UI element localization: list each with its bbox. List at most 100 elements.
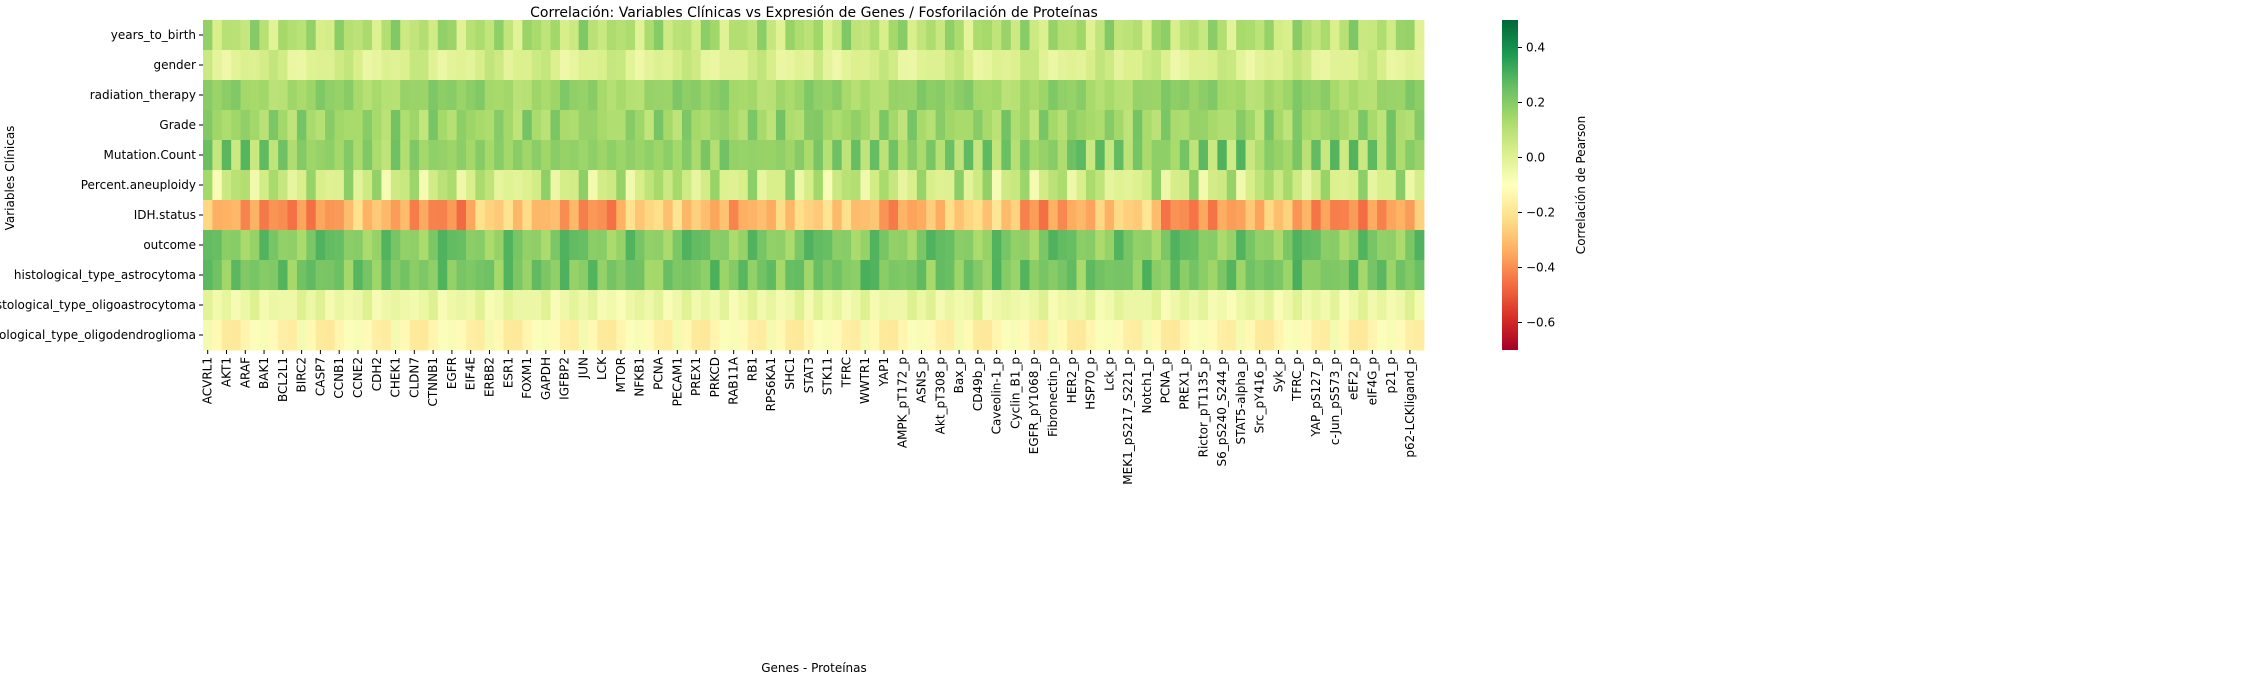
heatmap-cell	[268, 230, 279, 261]
heatmap-cell	[879, 80, 890, 111]
heatmap-cell	[1142, 140, 1153, 171]
heatmap-cell	[569, 140, 580, 171]
heatmap-cell	[710, 170, 720, 201]
heatmap-cell	[851, 20, 861, 51]
heatmap-cell	[644, 290, 655, 321]
heatmap-cell	[541, 170, 551, 201]
heatmap-cell	[926, 50, 936, 81]
heatmap-cell	[728, 320, 739, 351]
heatmap-cell	[916, 200, 927, 231]
heatmap-cell	[691, 20, 702, 51]
heatmap-cell	[804, 170, 814, 201]
heatmap-cell	[1283, 230, 1293, 261]
heatmap-cell	[1273, 140, 1284, 171]
heatmap-cell	[1048, 260, 1059, 291]
heatmap-cell	[1067, 230, 1077, 261]
x-tick-label: TFRC	[839, 357, 853, 388]
heatmap-cell	[944, 200, 955, 231]
heatmap-cell	[372, 290, 382, 321]
heatmap-cell	[1254, 230, 1265, 261]
heatmap-cell	[203, 200, 213, 231]
heatmap-cell	[653, 170, 664, 201]
heatmap-cell	[221, 200, 232, 231]
heatmap-cell	[907, 80, 918, 111]
heatmap-cell	[672, 20, 683, 51]
x-tick-label: STK11	[821, 357, 835, 395]
heatmap-cell	[766, 260, 777, 291]
heatmap-cell	[1104, 320, 1115, 351]
heatmap-cell	[1132, 110, 1143, 141]
heatmap-cell	[1104, 140, 1115, 171]
heatmap-cell	[390, 20, 401, 51]
heatmap-cell	[1001, 230, 1012, 261]
heatmap-cell	[1010, 320, 1021, 351]
heatmap-cell	[484, 320, 495, 351]
heatmap-cell	[1207, 230, 1218, 261]
heatmap-cell	[738, 20, 749, 51]
heatmap-cell	[1067, 80, 1077, 111]
heatmap-cell	[954, 140, 965, 171]
heatmap-cell	[879, 170, 890, 201]
heatmap-cell	[569, 290, 580, 321]
heatmap-cell	[559, 170, 570, 201]
heatmap-cell	[212, 320, 223, 351]
heatmap-cell	[973, 320, 983, 351]
heatmap-cell	[437, 200, 448, 231]
heatmap-cell	[757, 140, 767, 171]
heatmap-cell	[437, 320, 448, 351]
heatmap-cell	[1038, 140, 1049, 171]
heatmap-cell	[747, 320, 758, 351]
heatmap-cell	[1029, 170, 1040, 201]
heatmap-cell	[550, 320, 561, 351]
heatmap-cell	[879, 50, 890, 81]
heatmap-cell	[1283, 110, 1293, 141]
heatmap-cell	[775, 290, 786, 321]
heatmap-cell	[1273, 80, 1284, 111]
x-tick-label: Lck_p	[1102, 357, 1116, 391]
heatmap-cell	[1104, 50, 1115, 81]
heatmap-cell	[1020, 80, 1030, 111]
heatmap-cell	[926, 290, 936, 321]
heatmap-cell	[1067, 260, 1077, 291]
heatmap-cell	[1207, 320, 1218, 351]
heatmap-cell	[851, 80, 861, 111]
heatmap-cell	[775, 260, 786, 291]
heatmap-cell	[484, 290, 495, 321]
heatmap-cell	[1095, 230, 1106, 261]
heatmap-cell	[1367, 320, 1378, 351]
heatmap-cell	[1245, 230, 1256, 261]
heatmap-cell	[1095, 260, 1106, 291]
heatmap-cell	[296, 80, 307, 111]
heatmap-cell	[1207, 140, 1218, 171]
heatmap-cell	[343, 50, 354, 81]
heatmap-cell	[616, 140, 627, 171]
heatmap-cell	[804, 200, 814, 231]
heatmap-cell	[315, 170, 326, 201]
heatmap-cell	[212, 80, 223, 111]
heatmap-cell	[428, 200, 439, 231]
heatmap-cell	[944, 50, 955, 81]
heatmap-cell	[456, 320, 467, 351]
heatmap-cell	[794, 200, 805, 231]
heatmap-cell	[1330, 20, 1340, 51]
heatmap-cell	[1198, 230, 1209, 261]
heatmap-cell	[400, 80, 411, 111]
heatmap-cell	[794, 290, 805, 321]
heatmap-cell	[775, 200, 786, 231]
heatmap-cell	[719, 320, 730, 351]
heatmap-cell	[757, 230, 767, 261]
heatmap-cell	[390, 260, 401, 291]
heatmap-cell	[1254, 260, 1265, 291]
heatmap-cell	[1142, 230, 1153, 261]
heatmap-cell	[1217, 110, 1228, 141]
heatmap-cell	[691, 200, 702, 231]
heatmap-cell	[775, 140, 786, 171]
heatmap-cell	[1189, 260, 1199, 291]
heatmap-cell	[775, 50, 786, 81]
heatmap-cell	[738, 110, 749, 141]
y-tick-label: years_to_birth	[111, 28, 196, 42]
heatmap-cell	[1301, 320, 1312, 351]
heatmap-cell	[954, 20, 965, 51]
heatmap-cell	[531, 200, 542, 231]
heatmap-cell	[249, 200, 260, 231]
